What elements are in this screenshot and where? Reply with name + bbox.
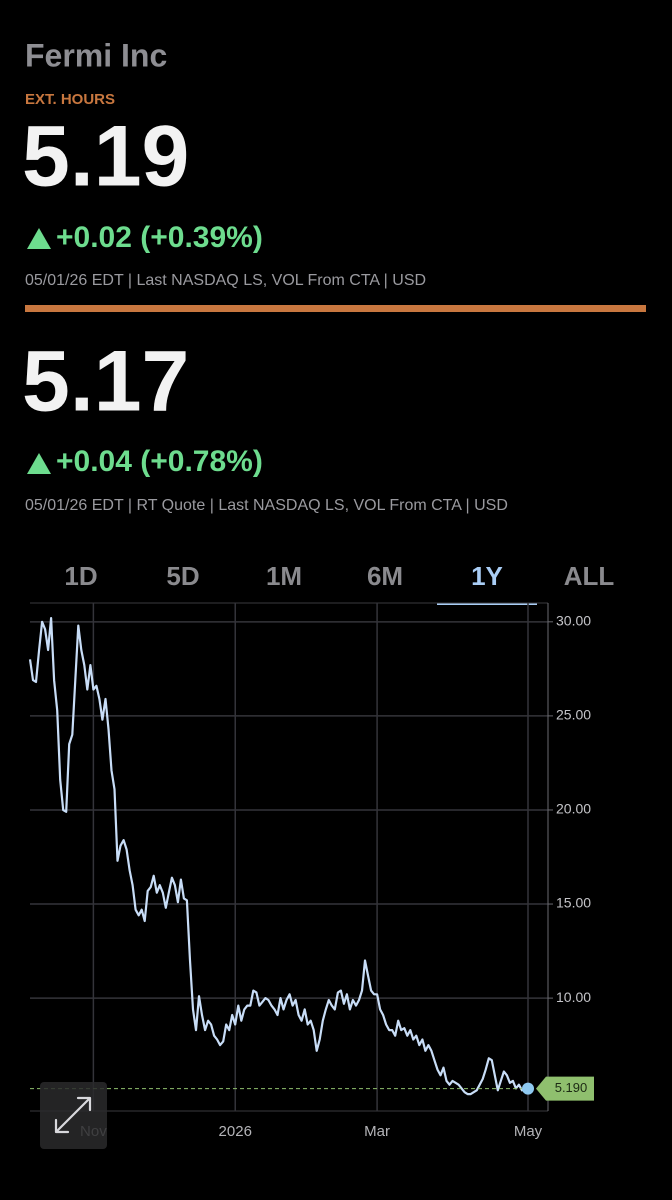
company-name: Fermi Inc bbox=[25, 37, 167, 73]
last-value-badge bbox=[536, 1076, 594, 1101]
y-tick-label: 10.00 bbox=[556, 989, 591, 1005]
y-tick-label: 20.00 bbox=[556, 801, 591, 817]
quote-meta: 05/01/26 EDT | RT Quote | Last NASDAQ LS… bbox=[25, 497, 508, 514]
range-tab[interactable]: ALL bbox=[564, 561, 615, 591]
range-tab[interactable]: 6M bbox=[367, 561, 403, 591]
price-change: +0.04 (+0.78%) bbox=[56, 445, 263, 478]
range-tabs: 1D 5D 1M 6M 1Y ALL bbox=[64, 561, 614, 605]
x-tick-label: 2026 bbox=[219, 1123, 252, 1140]
price-chart: 30.0025.0020.0015.0010.00Nov2026MarMay5.… bbox=[28, 602, 594, 1149]
range-tab[interactable]: 5D bbox=[166, 561, 199, 591]
tab-underline bbox=[437, 603, 537, 605]
session-label: EXT. HOURS bbox=[25, 91, 115, 108]
y-tick-label: 15.00 bbox=[556, 895, 591, 911]
up-arrow bbox=[27, 453, 51, 474]
price: 5.17 bbox=[22, 334, 189, 430]
expand-button[interactable] bbox=[40, 1082, 107, 1149]
price-line bbox=[28, 617, 529, 1096]
expand-icon bbox=[54, 1096, 92, 1134]
range-tab[interactable]: 1Y bbox=[471, 561, 503, 591]
price: 5.19 bbox=[22, 109, 189, 205]
last-value-label: 5.190 bbox=[555, 1080, 588, 1095]
price-change: +0.02 (+0.39%) bbox=[56, 221, 263, 254]
up-arrow bbox=[27, 228, 51, 249]
x-tick-label: May bbox=[514, 1123, 543, 1140]
divider bbox=[25, 305, 646, 312]
quote-meta: 05/01/26 EDT | Last NASDAQ LS, VOL From … bbox=[25, 272, 426, 289]
y-tick-label: 25.00 bbox=[556, 707, 591, 723]
range-tab[interactable]: 1D bbox=[64, 561, 97, 591]
range-tab[interactable]: 1M bbox=[266, 561, 302, 591]
last-value-dot bbox=[522, 1082, 534, 1095]
x-tick-label: Mar bbox=[364, 1123, 390, 1140]
y-tick-label: 30.00 bbox=[556, 613, 591, 629]
